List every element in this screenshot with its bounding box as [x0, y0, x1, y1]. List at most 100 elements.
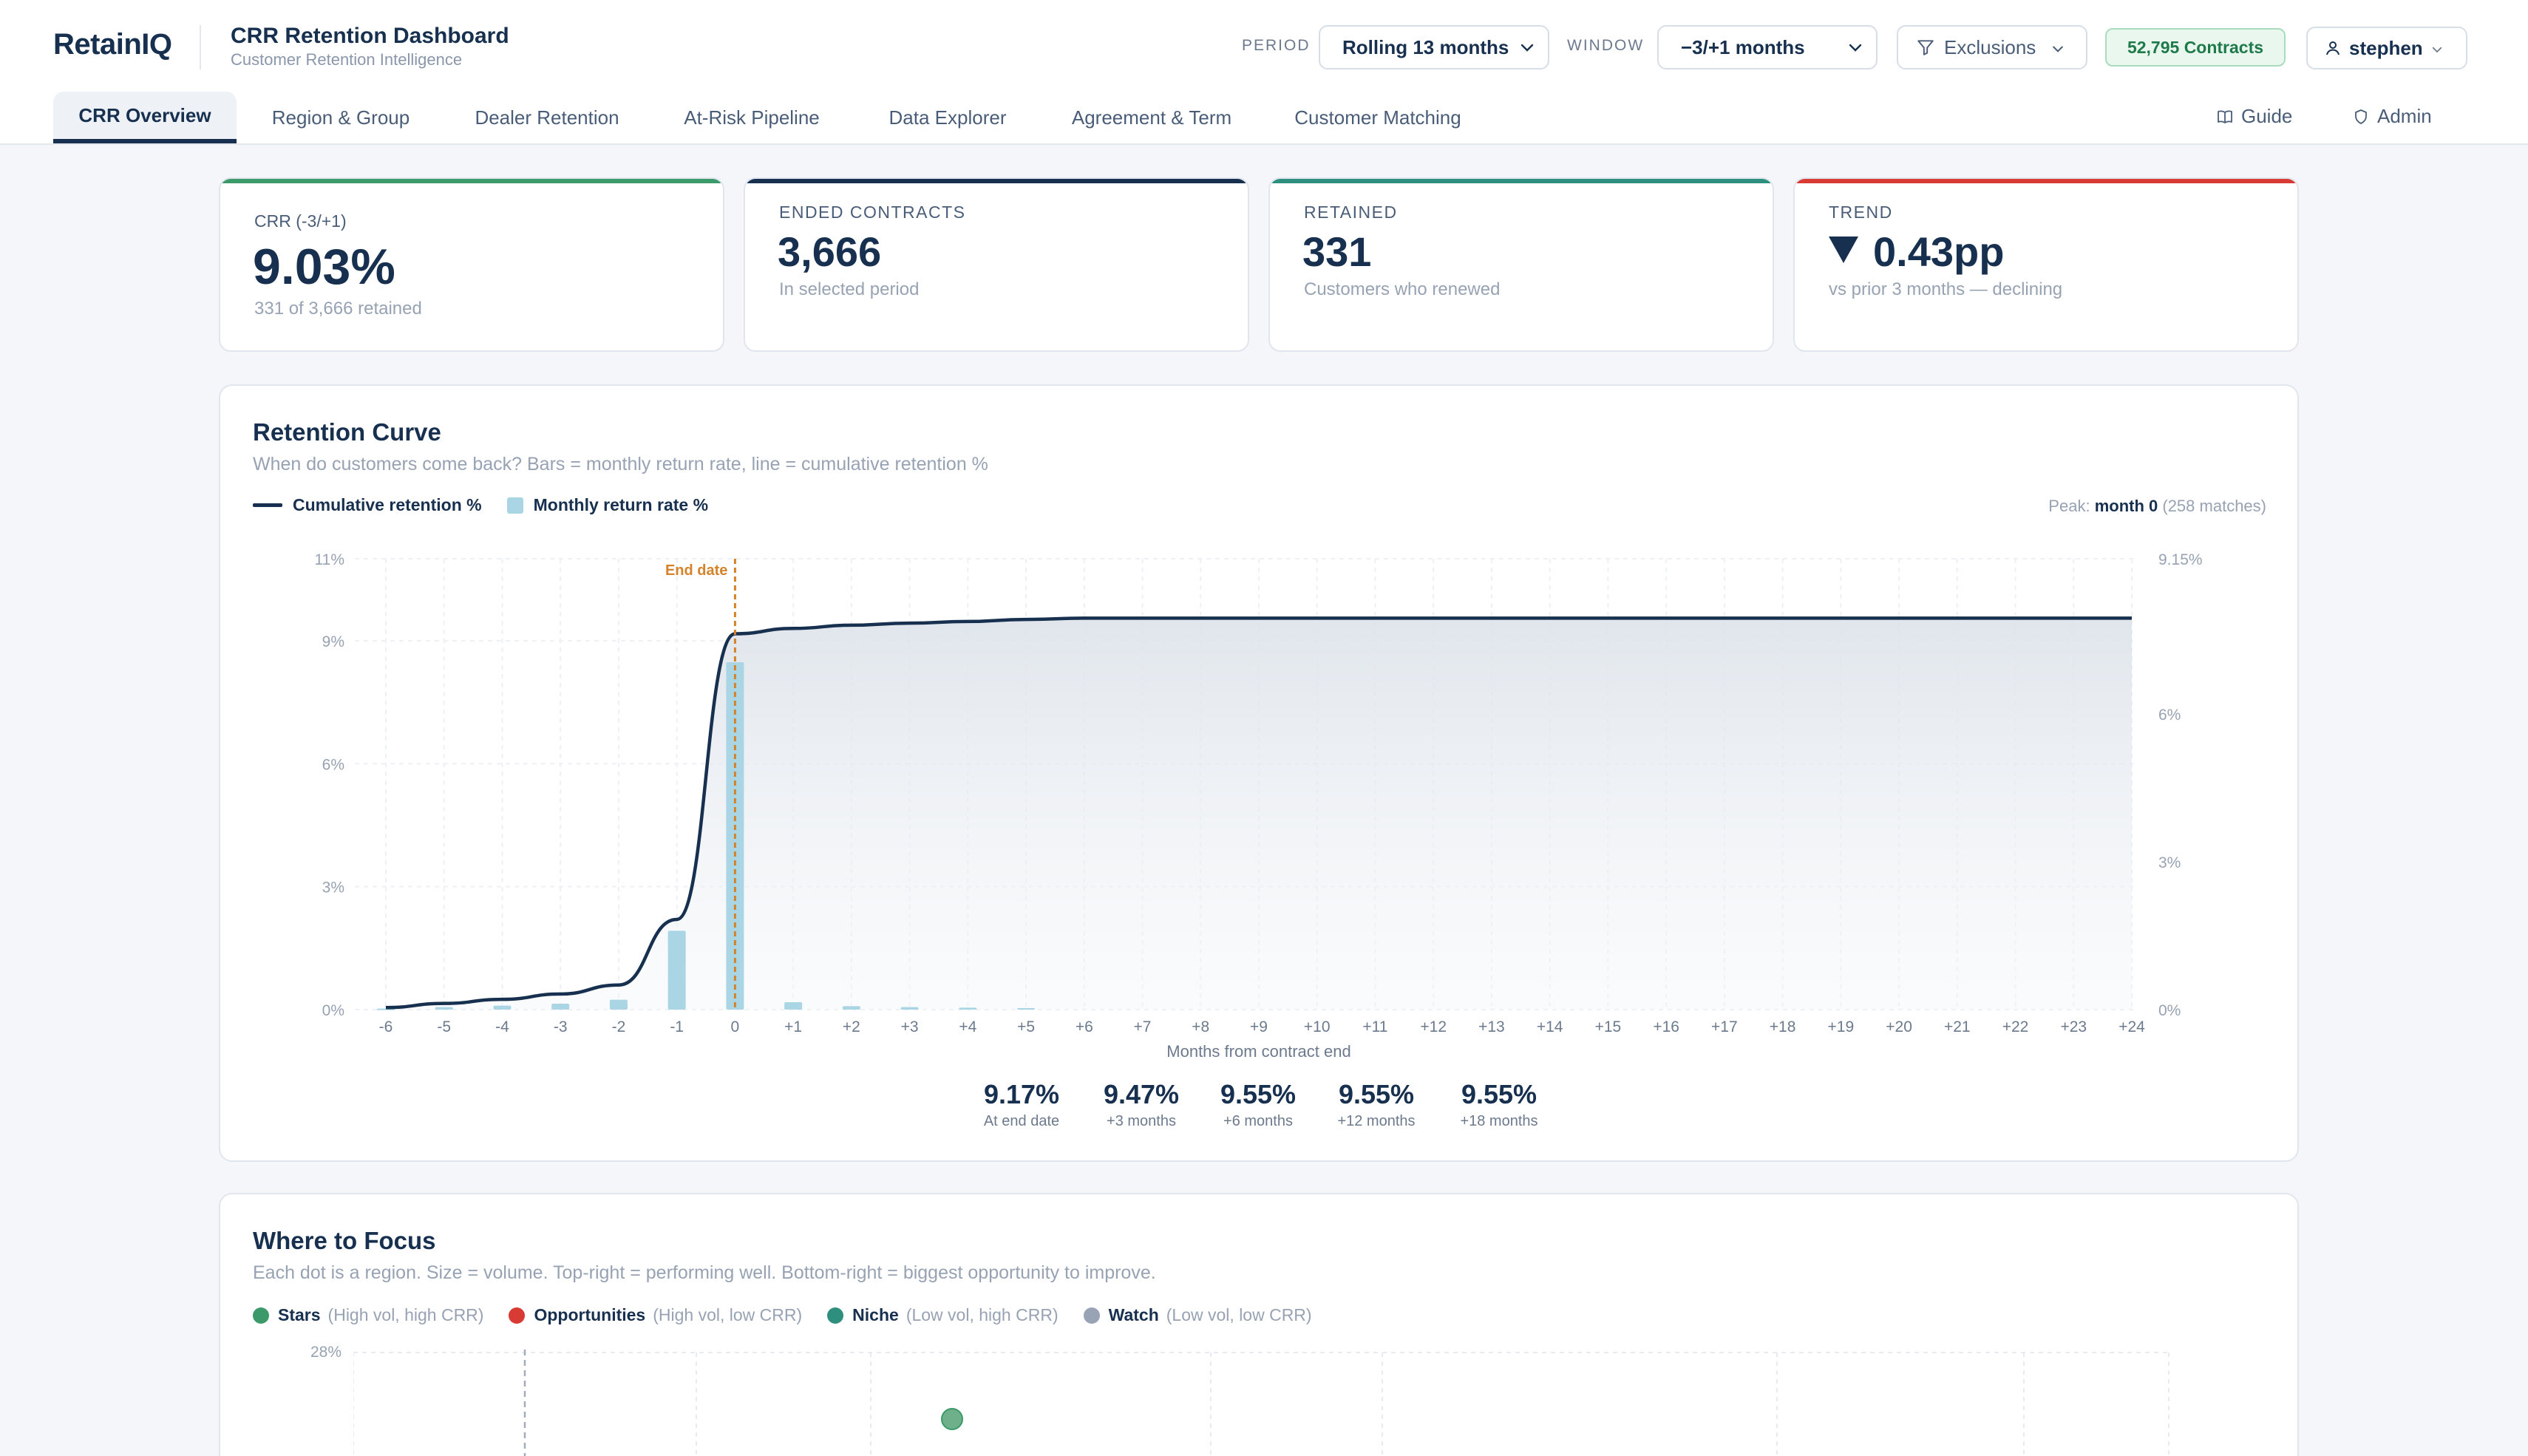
milestone-stat: 9.47% +3 months [1082, 1079, 1200, 1130]
admin-label: Admin [2377, 105, 2432, 127]
legend-bar-swatch [506, 497, 523, 514]
milestone-value: 9.55% [1220, 1079, 1297, 1109]
period-label: PERIOD [1242, 37, 1311, 54]
kpi-label: CRR (-3/+1) [254, 211, 347, 231]
legend-desc: (Low vol, high CRR) [905, 1305, 1059, 1324]
panel-title: Retention Curve [253, 418, 441, 446]
legend-item-niche[interactable]: Niche (Low vol, high CRR) [827, 1305, 1059, 1325]
window-select-value: −3/+1 months [1681, 35, 1805, 58]
contracts-count-badge: 52,795 Contracts [2105, 28, 2286, 67]
panel-subtitle: When do customers come back? Bars = mont… [253, 454, 988, 474]
region-dot[interactable] [941, 1408, 963, 1430]
legend-name: Niche [852, 1305, 899, 1324]
milestone-label: +18 months [1460, 1113, 1538, 1129]
admin-link[interactable]: Admin [2352, 105, 2432, 128]
kpi-sub: 331 of 3,666 retained [254, 299, 422, 319]
kpi-sub: In selected period [779, 279, 920, 299]
legend-name: Opportunities [534, 1305, 646, 1324]
milestone-label: +12 months [1337, 1113, 1416, 1129]
tab-data-explorer[interactable]: Data Explorer [888, 106, 1007, 129]
focus-y-tick: 28% [310, 1344, 342, 1361]
chevron-down-icon [2053, 46, 2063, 52]
kpi-accent-bar [220, 179, 723, 183]
legend-item-opportunities[interactable]: Opportunities (High vol, low CRR) [509, 1305, 802, 1325]
exclusions-button[interactable]: Exclusions [1897, 25, 2087, 69]
kpi-value: 3,666 [778, 228, 882, 275]
milestone-label: +6 months [1223, 1113, 1293, 1129]
milestone-label: +3 months [1107, 1113, 1176, 1129]
shield-icon [2355, 109, 2367, 124]
kpi-sub: vs prior 3 months — declining [1829, 279, 2063, 299]
tab-dealer-retention[interactable]: Dealer Retention [475, 106, 619, 129]
chevron-down-icon [1520, 44, 1534, 52]
tab-crr-overview[interactable]: CRR Overview [53, 92, 237, 143]
period-select[interactable]: Rolling 13 months [1319, 25, 1549, 69]
kpi-label: TREND [1829, 203, 1893, 222]
milestone-value: 9.55% [1461, 1079, 1537, 1109]
user-icon [2326, 41, 2340, 55]
kpi-label: RETAINED [1304, 203, 1398, 222]
kpi-accent-bar [1270, 179, 1773, 183]
legend-desc: (High vol, high CRR) [327, 1305, 484, 1324]
legend-dot [509, 1307, 526, 1324]
where-to-focus-panel: Where to Focus Each dot is a region. Siz… [219, 1193, 2299, 1456]
exclusions-label: Exclusions [1944, 35, 2036, 58]
legend-dot [1083, 1307, 1100, 1324]
milestone-stat: 9.55% +12 months [1317, 1079, 1435, 1130]
legend-item-stars[interactable]: Stars (High vol, high CRR) [253, 1305, 483, 1325]
milestone-stat: 9.17% At end date [962, 1079, 1081, 1130]
legend-name: Stars [278, 1305, 321, 1324]
chevron-down-icon [2432, 47, 2442, 53]
kpi-label: ENDED CONTRACTS [779, 203, 966, 222]
trend-down-icon [1829, 237, 1858, 263]
tab-at-risk-pipeline[interactable]: At-Risk Pipeline [684, 106, 820, 129]
panel-title: Where to Focus [253, 1227, 436, 1254]
kpi-value: 331 [1302, 228, 1372, 275]
milestone-value: 9.17% [983, 1079, 1060, 1109]
tab-region-group[interactable]: Region & Group [271, 106, 410, 129]
milestone-label: At end date [983, 1113, 1060, 1129]
legend-dot [253, 1307, 269, 1324]
window-label: WINDOW [1567, 37, 1645, 54]
legend-desc: (High vol, low CRR) [653, 1305, 803, 1324]
milestone-stat: 9.55% +6 months [1199, 1079, 1317, 1130]
window-select[interactable]: −3/+1 months [1657, 25, 1878, 69]
user-menu-button[interactable]: stephen [2306, 27, 2467, 69]
guide-link[interactable]: Guide [2216, 105, 2292, 128]
chevron-down-icon [1849, 44, 1862, 52]
peak-matches: (258 matches) [2162, 497, 2266, 515]
tab-agreement-term[interactable]: Agreement & Term [1071, 106, 1232, 129]
milestone-stat: 9.55% +18 months [1440, 1079, 1558, 1130]
legend-item-bar[interactable]: Monthly return rate % [506, 495, 708, 515]
legend-line-label: Cumulative retention % [293, 495, 482, 514]
guide-label: Guide [2241, 105, 2293, 127]
focus-legend: Stars (High vol, high CRR) Opportunities… [253, 1305, 1337, 1325]
app-title: CRR Retention Dashboard [231, 24, 509, 48]
milestone-value: 9.55% [1338, 1079, 1415, 1109]
kpi-accent-bar [745, 179, 1248, 183]
book-icon [2218, 109, 2232, 123]
legend-desc: (Low vol, low CRR) [1166, 1305, 1312, 1324]
focus-scatter [353, 1350, 2169, 1456]
brand-divider [200, 25, 201, 69]
chart-legend: Cumulative retention % Monthly return ra… [253, 495, 733, 515]
kpi-accent-bar [1795, 179, 2297, 183]
legend-dot [827, 1307, 844, 1324]
user-name: stephen [2349, 36, 2423, 59]
milestone-value: 9.47% [1103, 1079, 1180, 1109]
legend-item-line[interactable]: Cumulative retention % [253, 495, 482, 515]
brand-logo[interactable]: RetainIQ [53, 28, 172, 61]
kpi-value: 9.03% [253, 239, 395, 295]
legend-item-watch[interactable]: Watch (Low vol, low CRR) [1083, 1305, 1312, 1325]
top-header: RetainIQ CRR Retention Dashboard Custome… [0, 0, 2528, 145]
kpi-card-trend: TREND 0.43pp vs prior 3 months — declini… [1793, 177, 2299, 352]
retention-curve-panel: Retention Curve When do customers come b… [219, 384, 2299, 1162]
kpi-sub: Customers who renewed [1304, 279, 1501, 299]
panel-subtitle: Each dot is a region. Size = volume. Top… [253, 1262, 1156, 1283]
peak-prefix: Peak: [2048, 497, 2090, 515]
tab-customer-matching[interactable]: Customer Matching [1294, 106, 1461, 129]
peak-value: month 0 [2094, 497, 2158, 515]
kpi-card-crr: CRR (-3/+1) 9.03% 331 of 3,666 retained [219, 177, 724, 352]
kpi-value: 0.43pp [1873, 228, 2005, 275]
